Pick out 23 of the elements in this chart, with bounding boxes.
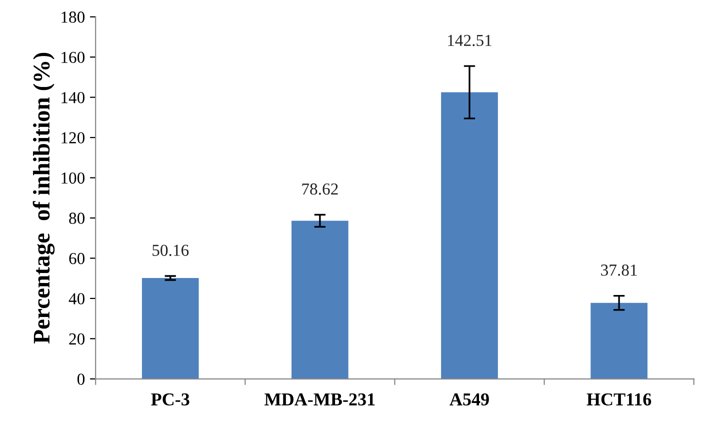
- data-label: 50.16: [152, 244, 189, 256]
- data-label: 142.51: [448, 34, 492, 46]
- bar: [441, 92, 498, 379]
- bar: [590, 302, 648, 379]
- y-tick-label: 140: [62, 92, 85, 104]
- data-label: 78.62: [302, 183, 338, 195]
- y-axis-title: Percentage of inhibition (%): [32, 52, 55, 344]
- y-tick-label: 40: [68, 293, 85, 304]
- y-tick-label: 0: [77, 374, 85, 385]
- bar: [292, 220, 348, 379]
- y-tick-label: 120: [62, 132, 85, 144]
- x-tick-label: MDA-MB-231: [264, 393, 375, 406]
- bar: [142, 278, 199, 379]
- y-tick-label: 20: [69, 333, 85, 345]
- y-tick-label: 160: [62, 52, 85, 64]
- x-tick-label: PC-3: [151, 393, 190, 406]
- x-tick-label: HCT116: [586, 393, 652, 406]
- y-tick-label: 180: [62, 12, 85, 23]
- y-tick-label: 80: [69, 212, 85, 224]
- x-tick-label: A549: [450, 393, 489, 406]
- y-tick-label: 60: [69, 252, 85, 264]
- data-label: 37.81: [601, 264, 637, 276]
- y-tick-label: 100: [62, 172, 85, 184]
